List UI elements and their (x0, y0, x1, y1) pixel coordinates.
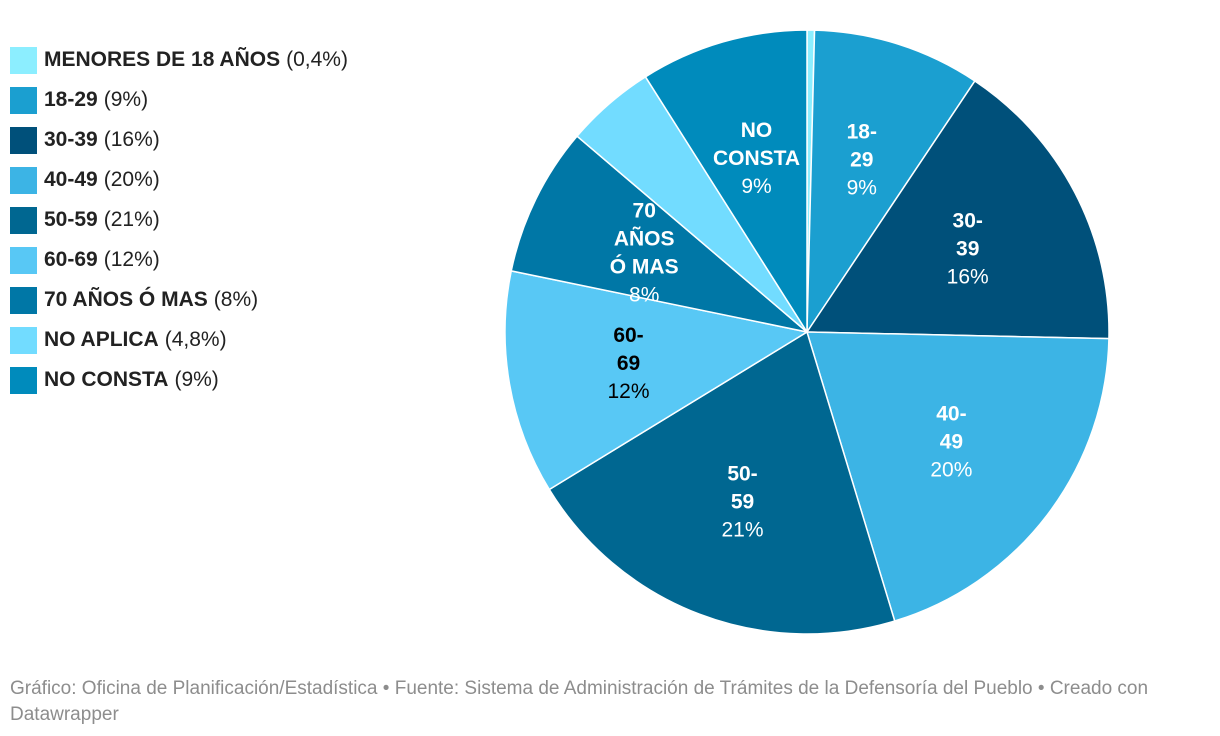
legend-item: 18-29 (9%) (10, 80, 348, 120)
pie-slice (510, 135, 808, 333)
pie-slice (805, 331, 1110, 622)
slice-label: 40- 49 20% (930, 403, 972, 482)
slice-label-line: Ó MAS (610, 254, 679, 278)
slice-label-line: 50- (727, 462, 757, 485)
slice-label-line: 39 (956, 237, 979, 260)
slice-label: NO CONSTA 9% (713, 119, 800, 198)
slice-label: 30- 39 16% (947, 209, 989, 288)
slice-label-line: 59 (731, 490, 754, 513)
legend-percent: (4,8%) (164, 328, 227, 351)
slice-label-line: AÑOS (614, 227, 675, 250)
legend-label: 50-59 (44, 208, 98, 231)
legend-label: MENORES DE 18 AÑOS (44, 48, 281, 71)
slice-label-line: 29 (850, 148, 873, 171)
footer-credits: Gráfico: Oficina de Planificación/Estadí… (10, 678, 1149, 725)
legend-label: 30-39 (44, 128, 98, 151)
slice-percent: 12% (607, 380, 649, 403)
slice-label-line: 60- (613, 324, 643, 347)
legend-label: NO APLICA (44, 328, 159, 351)
pie-slice (805, 79, 1110, 340)
legend-swatch (10, 326, 37, 354)
slice-label-line: CONSTA (713, 147, 800, 170)
pie-slice (806, 29, 976, 335)
slice-percent: 9% (847, 176, 877, 199)
slice-percent: 20% (930, 459, 972, 482)
slice-label-line: 18- (847, 120, 877, 143)
legend-swatch (10, 366, 37, 394)
slice-label-line: 69 (617, 352, 640, 375)
slice-label-line: 30- (953, 209, 983, 232)
legend-percent: (12%) (103, 248, 160, 271)
slice-percent: 8% (629, 283, 659, 306)
slice-label: 70 AÑOS Ó MAS 8% (610, 199, 679, 306)
pie-slice (548, 330, 896, 635)
legend-item: 70 AÑOS Ó MAS (8%) (10, 280, 348, 320)
slice-label: 50- 59 21% (721, 462, 763, 541)
legend-percent: (9%) (174, 368, 219, 391)
legend-swatch (10, 166, 37, 194)
legend-item: 30-39 (16%) (10, 120, 348, 160)
slice-label-line: 40- (936, 403, 966, 426)
legend-item: MENORES DE 18 AÑOS (0,4%) (10, 40, 348, 80)
legend-item: NO CONSTA (9%) (10, 360, 348, 400)
legend: MENORES DE 18 AÑOS (0,4%) 18-29 (9%) 30-39 (1… (10, 40, 348, 400)
legend-label: 18-29 (44, 88, 98, 111)
pie-slice (644, 29, 808, 335)
slice-percent: 21% (721, 518, 763, 541)
legend-label: 60-69 (44, 248, 98, 271)
pie-slice (504, 269, 810, 491)
slice-label-line: 49 (940, 431, 963, 454)
slice-label: 60- 69 12% (607, 324, 649, 403)
slice-label-line: 70 (633, 199, 656, 222)
legend-swatch (10, 126, 37, 154)
slice-percent: 16% (947, 265, 989, 288)
legend-swatch (10, 86, 37, 114)
legend-percent: (8%) (213, 288, 259, 311)
legend-percent: (9%) (103, 88, 149, 111)
legend-swatch (10, 46, 37, 74)
legend-label: 70 AÑOS Ó MAS (44, 288, 208, 311)
pie-chart: 18- 29 9% 30- 39 16% 40- 49 20% 50- 59 21% 60- 69 12% 7… (504, 29, 1110, 635)
legend-label: 40-49 (44, 168, 98, 191)
legend-percent: (20%) (103, 168, 160, 191)
legend-item: 60-69 (12%) (10, 240, 348, 280)
legend-label: NO CONSTA (44, 368, 169, 391)
slice-percent: 9% (741, 175, 771, 198)
legend-percent: (16%) (103, 128, 160, 151)
legend-percent: (21%) (103, 208, 160, 231)
legend-swatch (10, 206, 37, 234)
legend-swatch (10, 286, 37, 314)
legend-item: NO APLICA (4,8%) (10, 320, 348, 360)
legend-swatch (10, 246, 37, 274)
legend-item: 50-59 (21%) (10, 200, 348, 240)
legend-percent: (0,4%) (286, 48, 348, 71)
slice-label: 18- 29 9% (847, 120, 877, 199)
legend-item: 40-49 (20%) (10, 160, 348, 200)
slice-label-line: NO (741, 119, 773, 142)
